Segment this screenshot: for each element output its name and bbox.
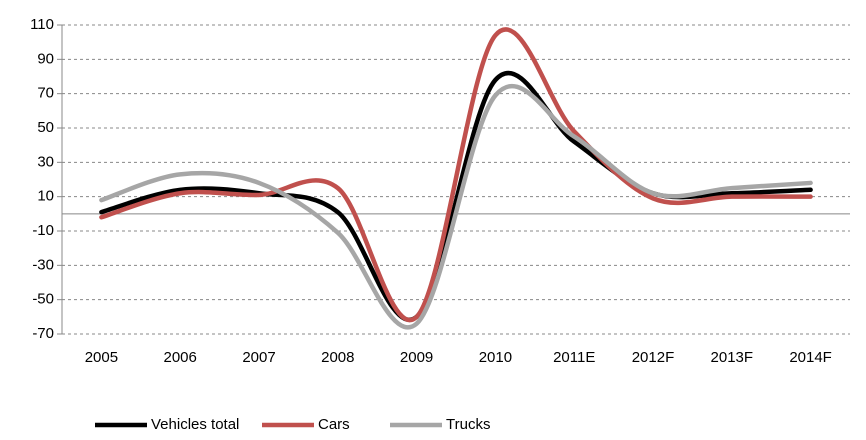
x-tick-label: 2008 xyxy=(321,349,354,366)
y-tick-label: -30 xyxy=(32,256,54,273)
x-tick-label: 2005 xyxy=(85,349,118,366)
y-tick-label: -70 xyxy=(32,325,54,342)
x-tick-label: 2014F xyxy=(789,349,832,366)
legend-label: Trucks xyxy=(446,416,490,433)
y-tick-label: 30 xyxy=(37,153,54,170)
series-line xyxy=(99,27,813,323)
x-tick-label: 2012F xyxy=(632,349,675,366)
y-tick-label: -10 xyxy=(32,222,54,239)
x-tick-label: 2013F xyxy=(711,349,754,366)
x-tick-label: 2006 xyxy=(164,349,197,366)
y-tick-label: 50 xyxy=(37,119,54,136)
legend-label: Vehicles total xyxy=(151,416,239,433)
x-tick-label: 2007 xyxy=(242,349,275,366)
y-tick-label: 70 xyxy=(37,85,54,102)
x-tick-label: 2009 xyxy=(400,349,433,366)
x-tick-label: 2011E xyxy=(553,349,595,366)
series-line xyxy=(99,84,813,330)
x-tick-label: 2010 xyxy=(479,349,512,366)
y-tick-label: 110 xyxy=(30,16,54,33)
y-tick-label: 90 xyxy=(37,50,54,67)
legend-label: Cars xyxy=(318,416,350,433)
y-tick-label: -50 xyxy=(32,291,54,308)
y-tick-label: 10 xyxy=(37,188,54,205)
